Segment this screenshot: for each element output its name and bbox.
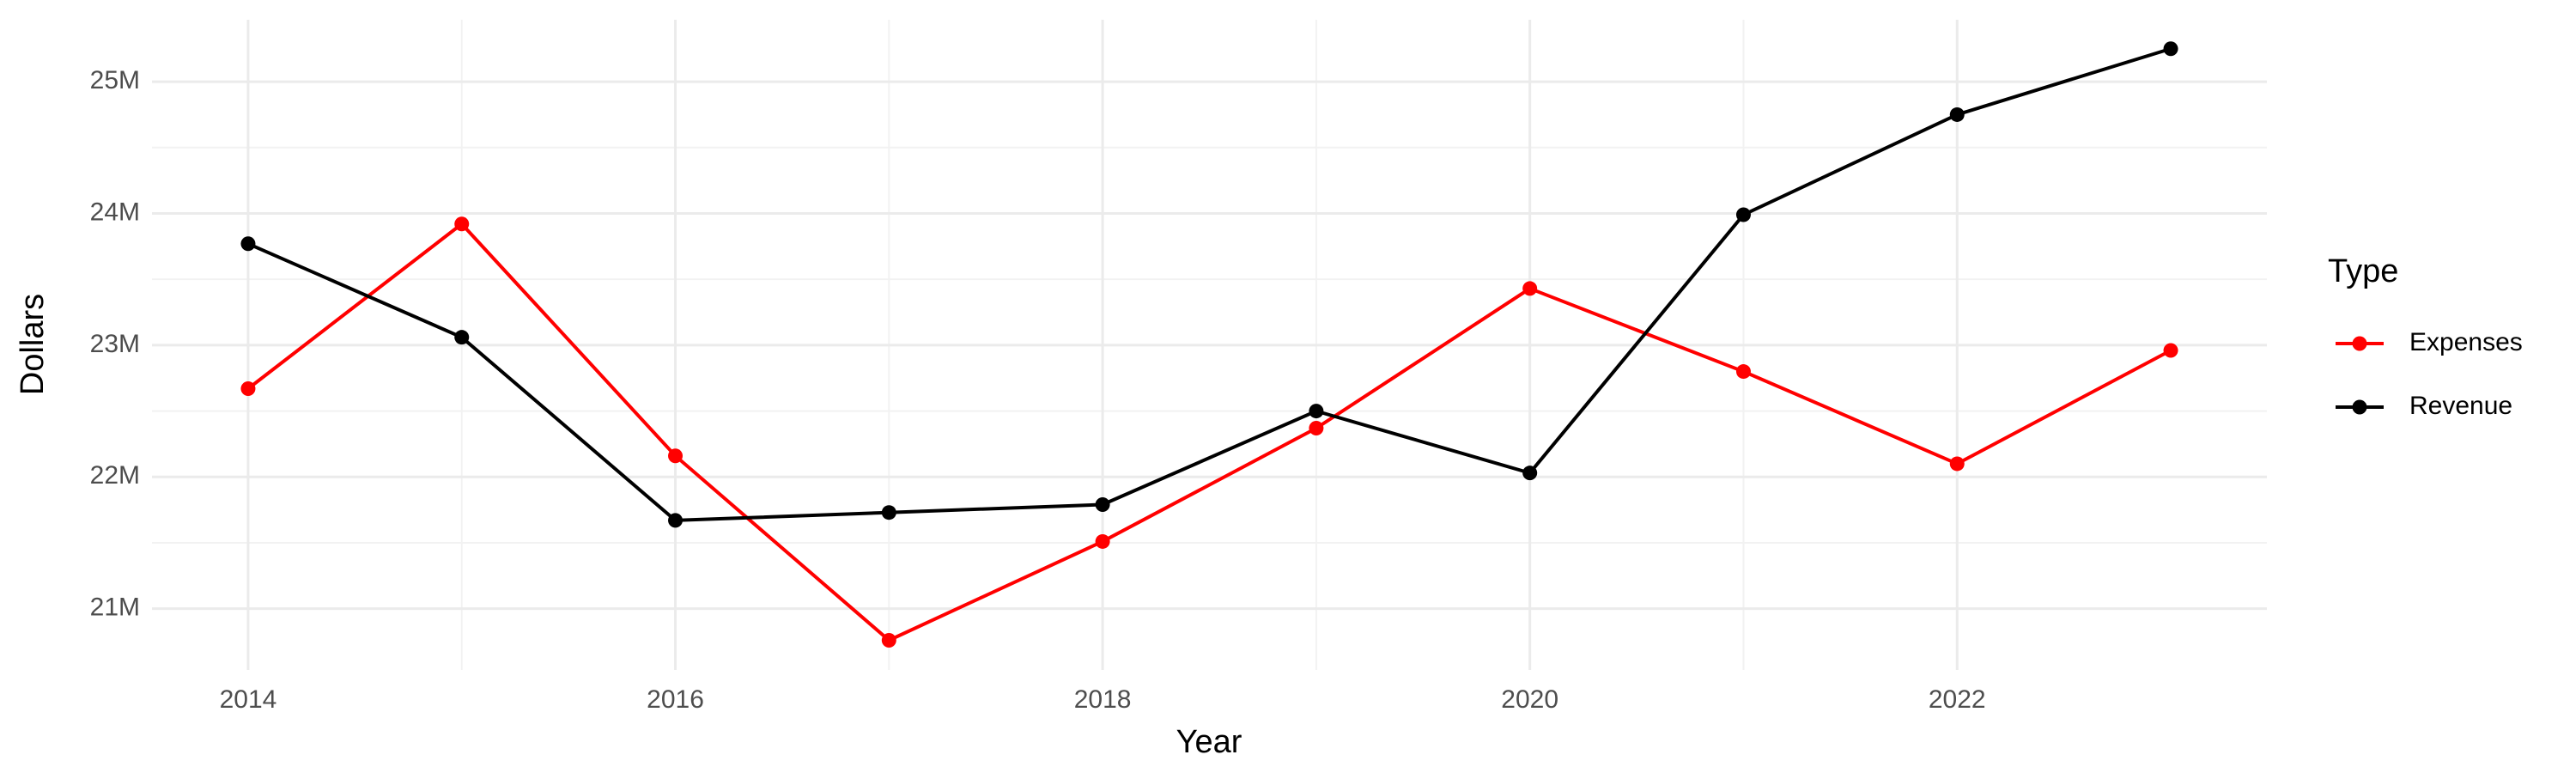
data-point (1949, 107, 1965, 122)
legend-item: Revenue (2336, 392, 2512, 420)
data-point (1522, 281, 1538, 296)
grid (152, 20, 2267, 670)
y-tick-label: 23M (90, 330, 140, 358)
x-tick-label: 2016 (647, 685, 704, 714)
data-point (454, 330, 470, 345)
series-line (247, 46, 2172, 522)
data-point (2163, 343, 2178, 358)
x-tick-label: 2018 (1074, 685, 1132, 714)
x-tick-label: 2020 (1501, 685, 1558, 714)
legend-swatch-point (2352, 336, 2367, 351)
legend-title: Type (2328, 253, 2398, 289)
series-line (246, 222, 2172, 642)
data-point (2163, 41, 2178, 57)
x-tick-label: 2014 (220, 685, 277, 714)
data-point (668, 448, 683, 464)
y-tick-label: 25M (90, 66, 140, 94)
data-point (1949, 456, 1965, 472)
data-point (668, 513, 683, 528)
data-point (881, 505, 896, 520)
legend-label: Expenses (2409, 328, 2523, 356)
legend-label: Revenue (2409, 392, 2512, 420)
data-point (1095, 496, 1110, 512)
data-point (1309, 421, 1324, 436)
data-point (1309, 404, 1324, 419)
data-point (240, 381, 256, 397)
y-tick-label: 21M (90, 593, 140, 622)
data-point (1735, 364, 1751, 380)
y-tick-label: 24M (90, 198, 140, 226)
data-point (240, 236, 256, 252)
legend-swatch-point (2352, 399, 2367, 415)
x-axis-title: Year (1176, 724, 1242, 760)
data-point (1095, 533, 1110, 549)
data-point (1522, 466, 1538, 481)
data-point (881, 632, 896, 648)
y-tick-label: 22M (90, 461, 140, 490)
y-axis-title: Dollars (15, 294, 51, 395)
x-tick-label: 2022 (1929, 685, 1986, 714)
legend-item: Expenses (2336, 328, 2523, 356)
data-point (1735, 207, 1751, 222)
data-point (454, 216, 470, 232)
